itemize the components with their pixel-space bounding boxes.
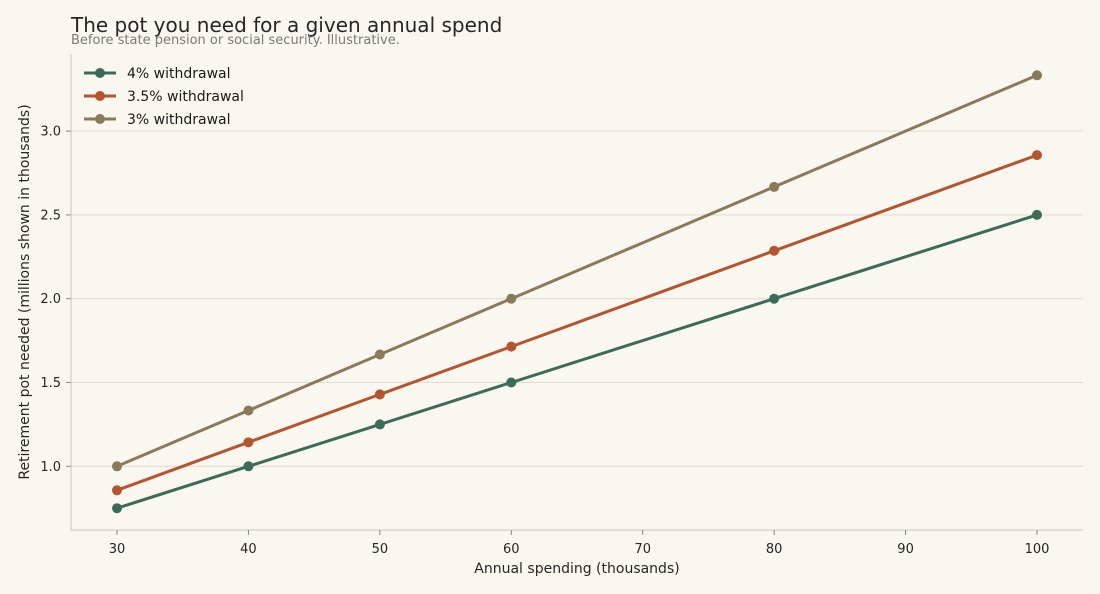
x-tick-label: 90 (897, 542, 914, 557)
chart-subtitle: Before state pension or social security.… (71, 33, 400, 48)
x-tick-label: 30 (109, 542, 126, 557)
data-point (374, 419, 385, 430)
chart-title: The pot you need for a given annual spen… (70, 13, 502, 37)
data-point (112, 461, 122, 472)
legend-swatch-marker (95, 68, 105, 78)
y-axis-label: Retirement pot needed (millions shown in… (17, 104, 33, 479)
x-tick-label: 60 (503, 542, 520, 557)
x-tick-label: 100 (1025, 542, 1050, 557)
data-point (112, 503, 122, 514)
x-tick-label: 70 (634, 542, 651, 557)
data-point (769, 181, 780, 192)
y-tick-label: 2.5 (40, 208, 61, 223)
axes: 1.0 1.5 2.0 2.5 3.0 30 40 50 60 70 80 90 100 (40, 54, 1083, 557)
grid (71, 130, 1083, 467)
legend-item: 4% withdrawal (84, 66, 231, 82)
legend-item: 3.5% withdrawal (84, 89, 244, 105)
legend-label: 3.5% withdrawal (127, 89, 244, 105)
series-1 (112, 209, 1042, 514)
data-point (243, 405, 254, 416)
data-point (243, 461, 254, 472)
legend-item: 3% withdrawal (84, 112, 231, 128)
x-tick-label: 80 (766, 542, 783, 557)
x-tick-label: 40 (240, 542, 257, 557)
y-tick-label: 2.0 (40, 292, 61, 307)
series-line (116, 153, 1038, 492)
data-point (112, 485, 122, 496)
y-tick-label: 1.5 (40, 376, 61, 391)
data-point (769, 245, 780, 256)
y-tick-label: 3.0 (40, 125, 61, 140)
data-point (374, 349, 385, 360)
legend-swatch-marker (95, 114, 105, 124)
legend-label: 4% withdrawal (127, 66, 231, 82)
data-point (506, 341, 517, 352)
series-line (116, 213, 1038, 510)
data-point (506, 293, 517, 304)
legend-swatch-marker (95, 91, 105, 101)
data-point (243, 437, 254, 448)
series-3 (112, 70, 1042, 472)
series-line (116, 73, 1038, 468)
legend: 4% withdrawal 3.5% withdrawal 3% withdrawa… (84, 66, 244, 128)
legend-label: 3% withdrawal (127, 112, 231, 128)
data-point (506, 377, 517, 388)
x-axis-label: Annual spending (thousands) (474, 561, 679, 577)
series-2 (112, 150, 1042, 496)
data-point (769, 293, 780, 304)
x-tick-label: 50 (372, 542, 389, 557)
data-point (374, 389, 385, 400)
data-point (1032, 70, 1042, 81)
series-group (112, 70, 1042, 514)
y-tick-label: 1.0 (40, 460, 61, 475)
data-point (1032, 150, 1042, 161)
data-point (1032, 209, 1042, 220)
